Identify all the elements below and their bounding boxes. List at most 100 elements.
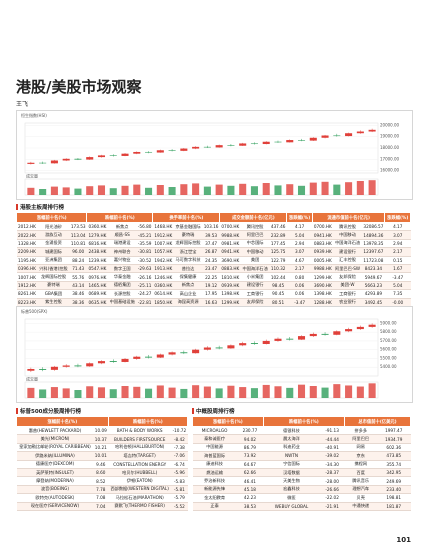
volume-bar xyxy=(345,182,353,195)
table-cell: 8.60 xyxy=(93,468,109,478)
y-tick-label: 5400.00 xyxy=(380,364,397,369)
table-cell: 豪特瑞 xyxy=(173,230,203,240)
table-cell: GBA集团 xyxy=(37,289,70,299)
table-cell: 39.53 xyxy=(202,230,220,240)
table-row: 新能源先锋 45.18 宏鑫科技 -26.66 理想汽车 233.40 xyxy=(192,485,411,495)
table-cell: 美光(MICRON) xyxy=(16,434,94,444)
table-cell: -35.59 xyxy=(136,239,153,249)
table-cell: 42.23 xyxy=(236,493,264,503)
table-cell: 94.02 xyxy=(236,434,264,444)
group-subheader: 涨跌幅(%) xyxy=(286,212,313,223)
chart-title: 标普500(SPX) xyxy=(21,308,48,314)
candle-body xyxy=(109,155,117,156)
volume-bar xyxy=(121,386,129,398)
table-cell: 3492.45 xyxy=(361,298,385,307)
table-cell: 1239.HK xyxy=(86,256,108,265)
table-cell: 7.35 xyxy=(384,289,411,299)
table-sp: 涨幅前十名(%) 跌幅前十名(%) 惠普(HEWLETT PACKARD) 10.09… xyxy=(16,416,189,511)
table-cell: 102.44 xyxy=(269,272,287,282)
table-cell: 友邦保险 xyxy=(333,272,362,282)
table-cell: 美团 xyxy=(240,256,270,265)
table-cell: 豪特瑞 xyxy=(37,281,70,291)
table-row: 摩登纳(MODERNA) 8.52 伊顿(EATON) -5.83 xyxy=(16,476,188,486)
candle-body xyxy=(239,143,247,146)
table-cell: BATH & BODY WORKS xyxy=(108,426,172,436)
volume-bar xyxy=(27,187,35,195)
table-cell: 125.75 xyxy=(269,247,287,257)
candle-body xyxy=(168,352,176,355)
table-cell: 12397.67 xyxy=(361,247,385,257)
table-cell: 长源控股 xyxy=(107,289,137,299)
volume-bar xyxy=(27,387,35,398)
table-cell: 1007.HK xyxy=(152,239,174,249)
table-cell: 高山企业 xyxy=(173,289,203,299)
table-row: 8261.HK GBA集团 38.46 0689.HK 长源控股 -24.27 0614.H… xyxy=(16,289,411,299)
volume-bar xyxy=(39,189,47,195)
table-cell: 1288.HK xyxy=(312,298,334,307)
section-title: 中概股周排行榜 xyxy=(196,409,235,415)
volume-bar xyxy=(239,183,247,195)
table-cell: 1299.HK xyxy=(219,298,241,307)
volume-bar xyxy=(180,388,188,398)
table-row: MICROALGO 230.77 德银科技 -91.13 拼多多 1997.47 xyxy=(192,426,411,436)
table-cell: 19.12 xyxy=(202,281,220,291)
table-cell: WEBUY GLOBAL xyxy=(263,502,320,511)
group-header: 涨幅前十名(%) xyxy=(192,416,264,427)
table-cell: -3.47 xyxy=(384,272,411,282)
table-cell: 神州联合 xyxy=(107,247,137,257)
volume-bar xyxy=(274,185,282,195)
table-cell: 0005.HK xyxy=(312,256,334,265)
candle-body xyxy=(192,146,200,149)
candle-body xyxy=(27,368,35,371)
table-cell: 新焦点 xyxy=(173,281,203,291)
candle-body xyxy=(239,343,247,346)
table-cell: 乔治新科技 xyxy=(192,476,237,486)
table-cell: 73.92 xyxy=(236,451,264,461)
volume-bar xyxy=(262,384,270,398)
table-cell: 26.87 xyxy=(202,247,220,257)
table-cell: -5.79 xyxy=(171,493,188,503)
table-cell: 2012.HK xyxy=(16,222,38,232)
table-row: 乔治新科技 46.41 天美生物 -28.00 腾讯音乐 249.69 xyxy=(192,476,411,486)
table-cell: 浙江世宝 xyxy=(173,247,203,257)
volume-bar xyxy=(286,184,294,195)
volume-bar xyxy=(109,188,117,195)
table-cell: 中芯国际 xyxy=(240,239,270,249)
plot-frame xyxy=(24,318,379,377)
table-cell: -26.66 xyxy=(319,485,345,495)
table-cell: 1398.HK xyxy=(312,289,334,299)
table-cell: 1912.HK xyxy=(16,281,38,291)
table-cell: 0689.HK xyxy=(86,289,108,299)
table-cell: 1.67 xyxy=(384,264,411,274)
group-header: 跌幅前十名(%) xyxy=(262,416,346,427)
table-cell: 京东 xyxy=(344,451,377,461)
table-cell: -29.63 xyxy=(136,264,153,274)
table-cell: 晨太海洋 xyxy=(263,434,320,444)
volume-bar xyxy=(345,385,353,398)
table-cell: 5.04 xyxy=(286,230,313,240)
candle-body xyxy=(86,363,94,367)
volume-bar xyxy=(227,385,235,398)
candle-body xyxy=(156,354,164,358)
volume-bar xyxy=(333,184,341,195)
candle-body xyxy=(309,137,317,141)
table-cell: 2.17 xyxy=(286,264,313,274)
table-cell: 兴科(香港)控股 xyxy=(37,264,70,274)
table-cell: 17.95 xyxy=(202,289,220,299)
y-tick-label: 19000.00 xyxy=(380,134,400,139)
table-cell: 110.81 xyxy=(69,239,87,249)
table-cell: 德银科技 xyxy=(263,426,320,436)
table-cell: 8223.HK xyxy=(16,298,38,307)
table-cell: 181.87 xyxy=(376,502,411,511)
table-row: 泰和诚医疗 94.02 晨太海洋 -44.44 阿里巴巴 1934.79 xyxy=(192,434,411,444)
candle-body xyxy=(309,333,317,337)
candle-body xyxy=(156,150,164,153)
table-cell: 2.17 xyxy=(384,247,411,257)
y-tick-label: 5700.00 xyxy=(380,338,397,343)
table-cell: -5.52 xyxy=(171,502,188,511)
table-cell: 23.47 xyxy=(202,264,220,274)
table-cell: 瑞港建设 xyxy=(107,239,137,249)
volume-bar xyxy=(321,181,329,195)
table-cell: 城建国际 xyxy=(37,247,70,257)
section-heading: 港股主板周排行榜 xyxy=(16,203,64,211)
